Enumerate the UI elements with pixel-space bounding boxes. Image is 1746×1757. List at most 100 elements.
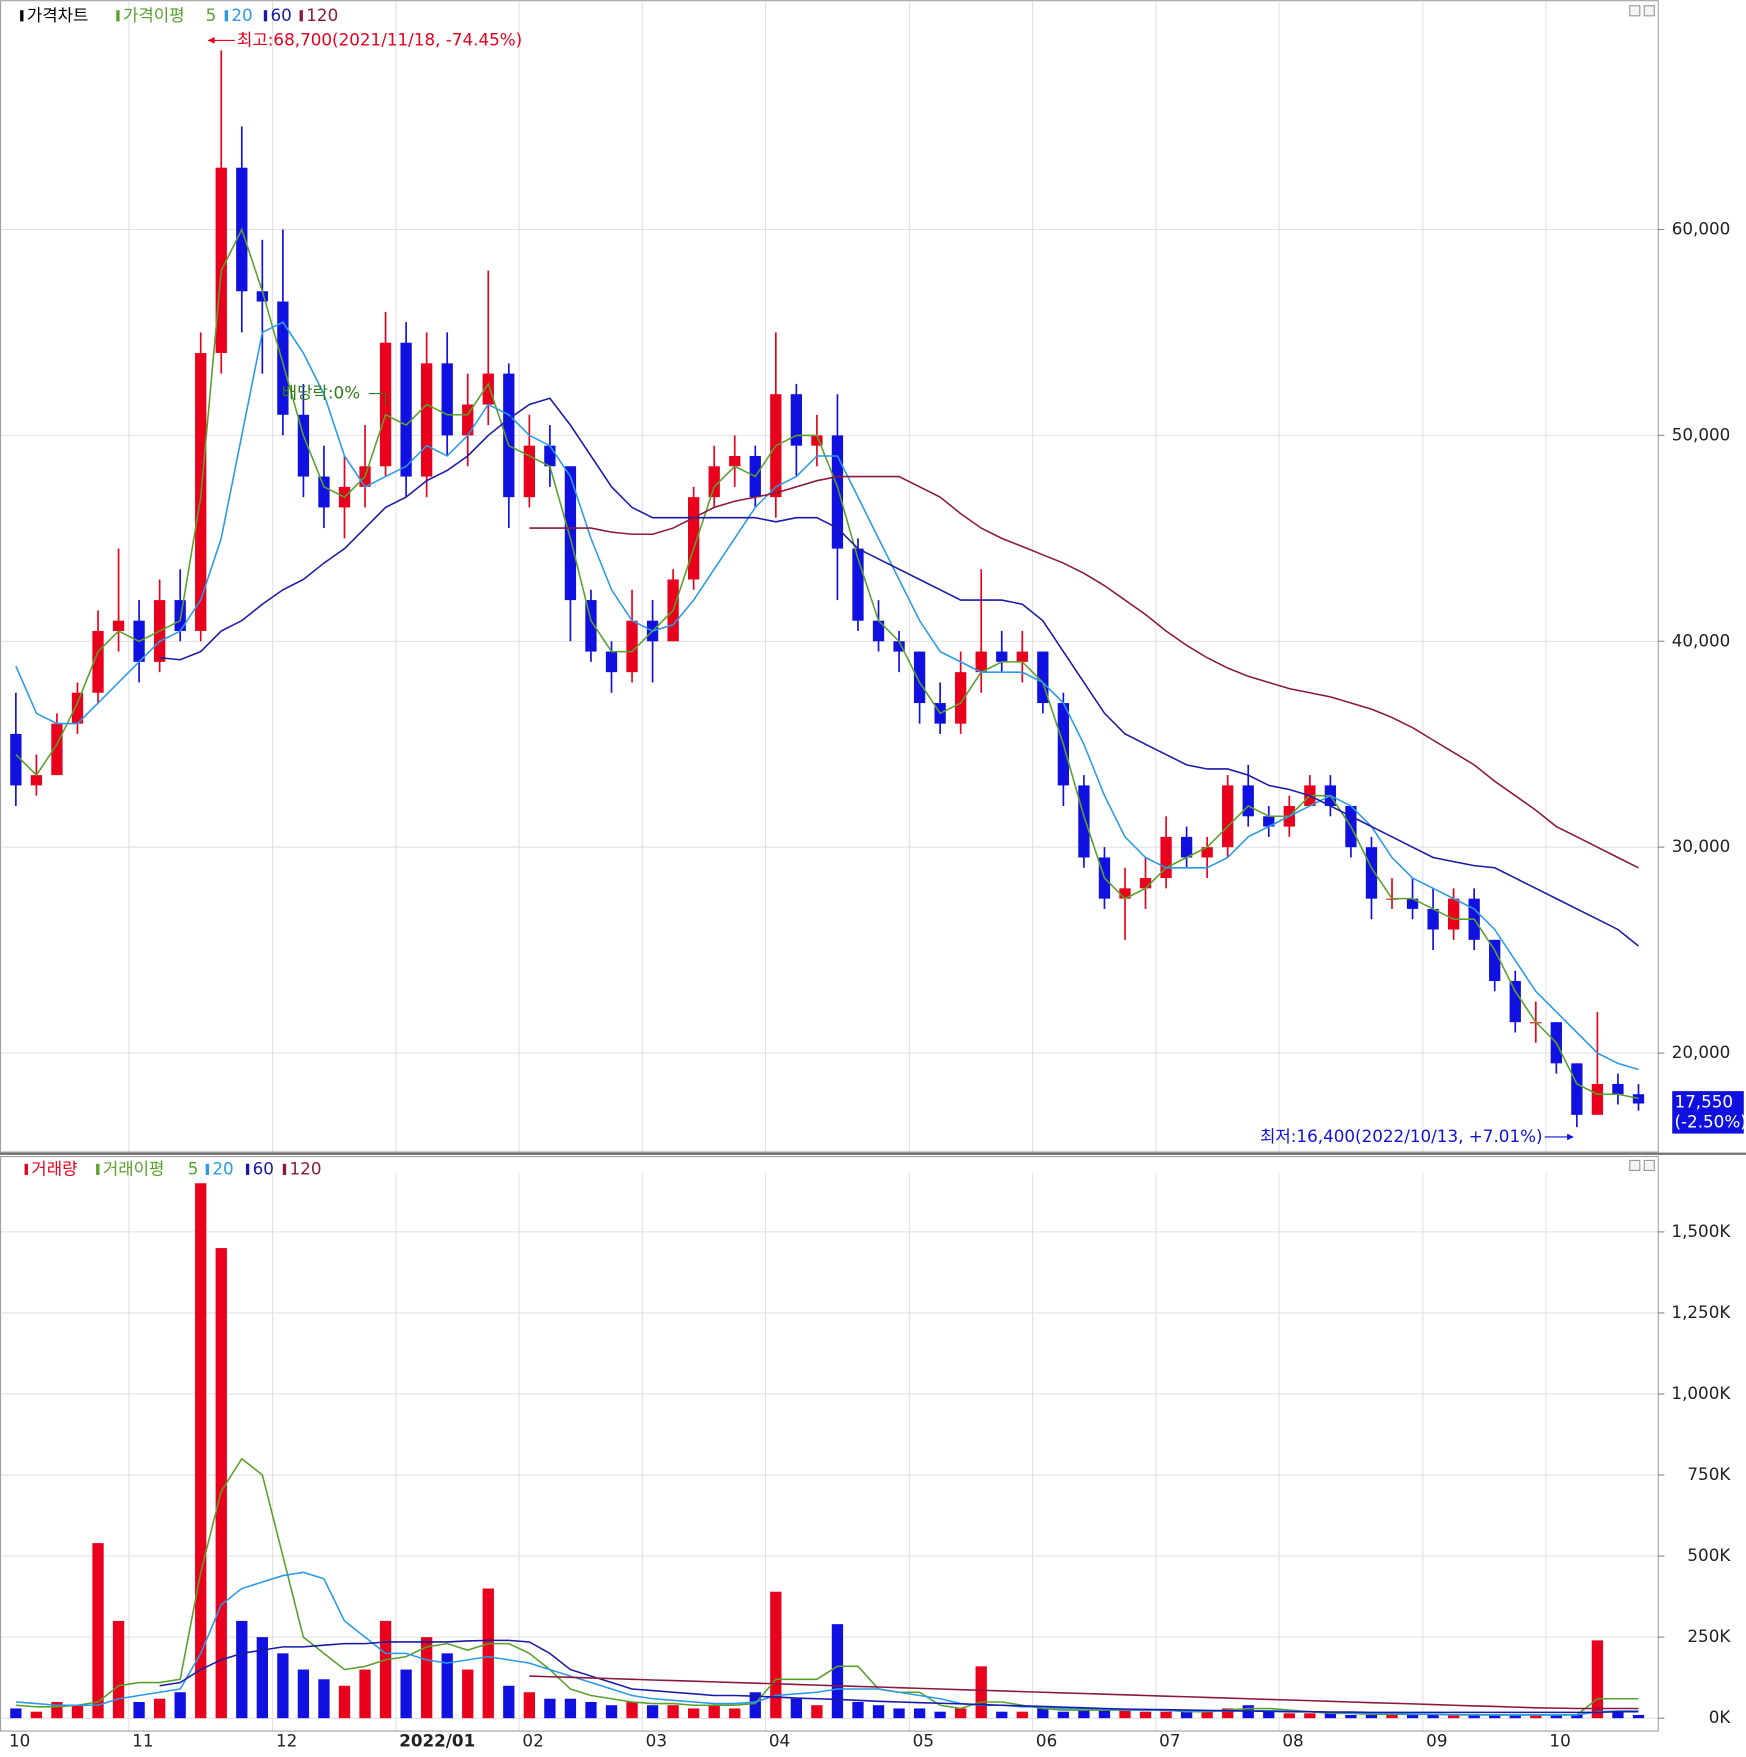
volume-bar (1365, 1714, 1378, 1719)
x-tick-label: 04 (769, 1731, 790, 1751)
legend-swatch (205, 1163, 210, 1175)
volume-bar (1489, 1714, 1501, 1719)
moving-average-line (15, 1457, 1639, 1716)
volume-bar (1406, 1714, 1419, 1719)
x-tick-label: 08 (1282, 1731, 1303, 1751)
volume-bar (1263, 1711, 1275, 1719)
candle-body (1160, 836, 1172, 879)
x-tick-label: 11 (132, 1731, 153, 1751)
volume-bar (379, 1620, 392, 1719)
volume-bar (585, 1701, 597, 1719)
volume-panel-frame (0, 1155, 1659, 1732)
legend-swatch (20, 10, 24, 22)
candle-body (996, 651, 1008, 662)
volume-bar (318, 1679, 330, 1719)
volume-bar (934, 1711, 946, 1719)
volume-bar (913, 1708, 926, 1719)
volume-bar (852, 1701, 864, 1719)
legend-entry: 5 (206, 5, 217, 25)
candle-body (400, 342, 412, 477)
moving-average-line (529, 475, 1639, 869)
volume-bar (708, 1705, 720, 1719)
volume-bar (811, 1705, 823, 1719)
volume-bar (688, 1708, 700, 1719)
volume-bar (441, 1653, 453, 1719)
legend-entry: 60 (253, 1158, 274, 1178)
volume-bar (462, 1669, 474, 1719)
candle-body (215, 167, 227, 354)
candle-body (1119, 888, 1131, 899)
volume-bar (544, 1698, 556, 1719)
y-tick-label: 50,000 (1672, 424, 1731, 444)
volume-bar (1345, 1714, 1357, 1719)
candle-body (441, 363, 453, 436)
candle-body (1242, 785, 1254, 817)
candle-body (51, 723, 63, 776)
y-tick-label: 30,000 (1672, 836, 1731, 856)
candle-body (626, 620, 638, 673)
legend-entry: 60 (271, 5, 292, 25)
candle-body (585, 600, 597, 652)
volume-bar (1591, 1640, 1604, 1719)
x-tick-label: 06 (1036, 1731, 1057, 1751)
panel-button[interactable] (1629, 5, 1641, 17)
last-price-box (1672, 1091, 1744, 1134)
volume-bar (1550, 1714, 1562, 1719)
volume-bar (112, 1620, 125, 1719)
candle-body (277, 301, 289, 415)
candle-body (688, 497, 700, 580)
volume-bar (1447, 1714, 1460, 1719)
volume-bar (421, 1637, 433, 1719)
volume-bar (482, 1588, 494, 1719)
low-annotation: 최저:16,400(2022/10/13, +7.01%) (1260, 1126, 1543, 1146)
x-tick-label: 10 (1549, 1731, 1570, 1751)
volume-bar (1612, 1711, 1624, 1719)
volume-bar (667, 1705, 679, 1719)
candle-body (112, 620, 125, 631)
moving-average-line (15, 227, 1639, 1100)
volume-bar (359, 1669, 371, 1719)
candle-body (503, 373, 515, 498)
volume-bar (1222, 1708, 1234, 1719)
candle-body (544, 445, 556, 467)
candle-body (10, 733, 22, 786)
panel-button[interactable] (1643, 5, 1655, 17)
volume-bar (564, 1698, 577, 1719)
candle-body (1139, 878, 1152, 889)
candle-body (1037, 651, 1049, 704)
volume-bar (1283, 1713, 1295, 1719)
moving-average-line (159, 397, 1639, 947)
volume-bar (749, 1692, 761, 1719)
candle-body (1427, 908, 1439, 930)
volume-bar (195, 1183, 207, 1719)
volume-bar (338, 1685, 351, 1719)
moving-average-line (529, 1675, 1639, 1710)
high-arrow-head (207, 37, 215, 44)
legend-swatch (24, 1163, 28, 1175)
candle-body (1632, 1094, 1645, 1104)
y-tick-label: 40,000 (1672, 630, 1731, 650)
candle-body (1447, 898, 1460, 930)
candle-body (708, 466, 720, 498)
panel-button[interactable] (1629, 1159, 1641, 1172)
panel-button[interactable] (1643, 1159, 1655, 1172)
volume-bar (1201, 1711, 1213, 1719)
volume-bar (893, 1708, 905, 1719)
volume-bar (92, 1543, 104, 1719)
y-tick-label: 500K (1687, 1545, 1731, 1565)
volume-bar (174, 1692, 186, 1719)
candle-body (1509, 980, 1521, 1023)
dividend-arrow (368, 393, 387, 405)
volume-bar (626, 1701, 638, 1719)
candle-body (71, 692, 84, 724)
candle-body (1016, 651, 1028, 662)
candle-body (523, 445, 535, 498)
candle-body (605, 651, 618, 673)
legend-swatch (116, 10, 120, 22)
legend-swatch (224, 10, 229, 22)
high-annotation: 최고:68,700(2021/11/18, -74.45%) (237, 29, 522, 49)
volume-bar (770, 1591, 782, 1719)
